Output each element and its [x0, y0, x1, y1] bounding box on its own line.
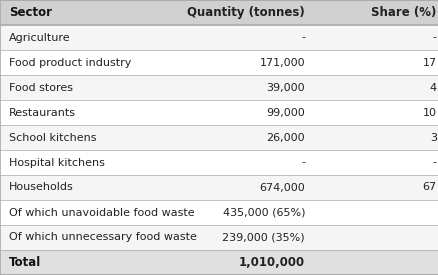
- FancyBboxPatch shape: [0, 75, 438, 100]
- Text: 239,000 (35%): 239,000 (35%): [222, 232, 304, 243]
- Text: Households: Households: [9, 183, 73, 192]
- FancyBboxPatch shape: [0, 250, 438, 275]
- Text: Of which unnecessary food waste: Of which unnecessary food waste: [9, 232, 196, 243]
- Text: Sector: Sector: [9, 6, 52, 19]
- Text: 99,000: 99,000: [266, 108, 304, 117]
- Text: 674,000: 674,000: [259, 183, 304, 192]
- FancyBboxPatch shape: [0, 100, 438, 125]
- Text: -: -: [432, 32, 436, 43]
- FancyBboxPatch shape: [0, 225, 438, 250]
- Text: 17: 17: [422, 57, 436, 67]
- Text: Agriculture: Agriculture: [9, 32, 70, 43]
- Text: 1,010,000: 1,010,000: [238, 256, 304, 269]
- Text: 171,000: 171,000: [259, 57, 304, 67]
- FancyBboxPatch shape: [0, 175, 438, 200]
- Text: Quantity (tonnes): Quantity (tonnes): [187, 6, 304, 19]
- Text: 3: 3: [429, 133, 436, 142]
- Text: -: -: [432, 158, 436, 167]
- Text: Share (%): Share (%): [371, 6, 436, 19]
- Text: 435,000 (65%): 435,000 (65%): [222, 208, 304, 218]
- Text: 26,000: 26,000: [266, 133, 304, 142]
- Text: 39,000: 39,000: [266, 82, 304, 92]
- FancyBboxPatch shape: [0, 50, 438, 75]
- Text: Food product industry: Food product industry: [9, 57, 131, 67]
- FancyBboxPatch shape: [0, 200, 438, 225]
- Text: Hospital kitchens: Hospital kitchens: [9, 158, 104, 167]
- Text: Of which unavoidable food waste: Of which unavoidable food waste: [9, 208, 194, 218]
- FancyBboxPatch shape: [0, 25, 438, 50]
- Text: 67: 67: [422, 183, 436, 192]
- FancyBboxPatch shape: [0, 0, 438, 25]
- Text: 10: 10: [422, 108, 436, 117]
- Text: Restaurants: Restaurants: [9, 108, 76, 117]
- Text: -: -: [300, 158, 304, 167]
- FancyBboxPatch shape: [0, 150, 438, 175]
- Text: School kitchens: School kitchens: [9, 133, 96, 142]
- Text: -: -: [300, 32, 304, 43]
- FancyBboxPatch shape: [0, 125, 438, 150]
- Text: 4: 4: [429, 82, 436, 92]
- Text: Total: Total: [9, 256, 41, 269]
- Text: Food stores: Food stores: [9, 82, 73, 92]
